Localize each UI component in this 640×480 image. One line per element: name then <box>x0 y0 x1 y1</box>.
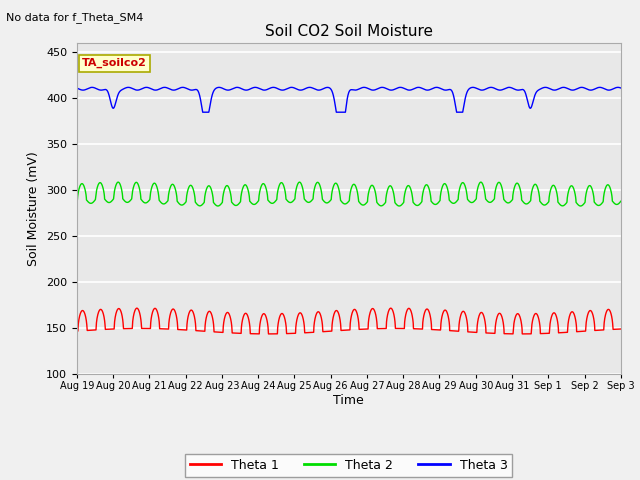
Title: Soil CO2 Soil Moisture: Soil CO2 Soil Moisture <box>265 24 433 39</box>
Legend: Theta 1, Theta 2, Theta 3: Theta 1, Theta 2, Theta 3 <box>185 454 513 477</box>
Y-axis label: Soil Moisture (mV): Soil Moisture (mV) <box>28 151 40 266</box>
X-axis label: Time: Time <box>333 394 364 407</box>
Text: No data for f_Theta_SM4: No data for f_Theta_SM4 <box>6 12 144 23</box>
Text: TA_soilco2: TA_soilco2 <box>82 58 147 68</box>
